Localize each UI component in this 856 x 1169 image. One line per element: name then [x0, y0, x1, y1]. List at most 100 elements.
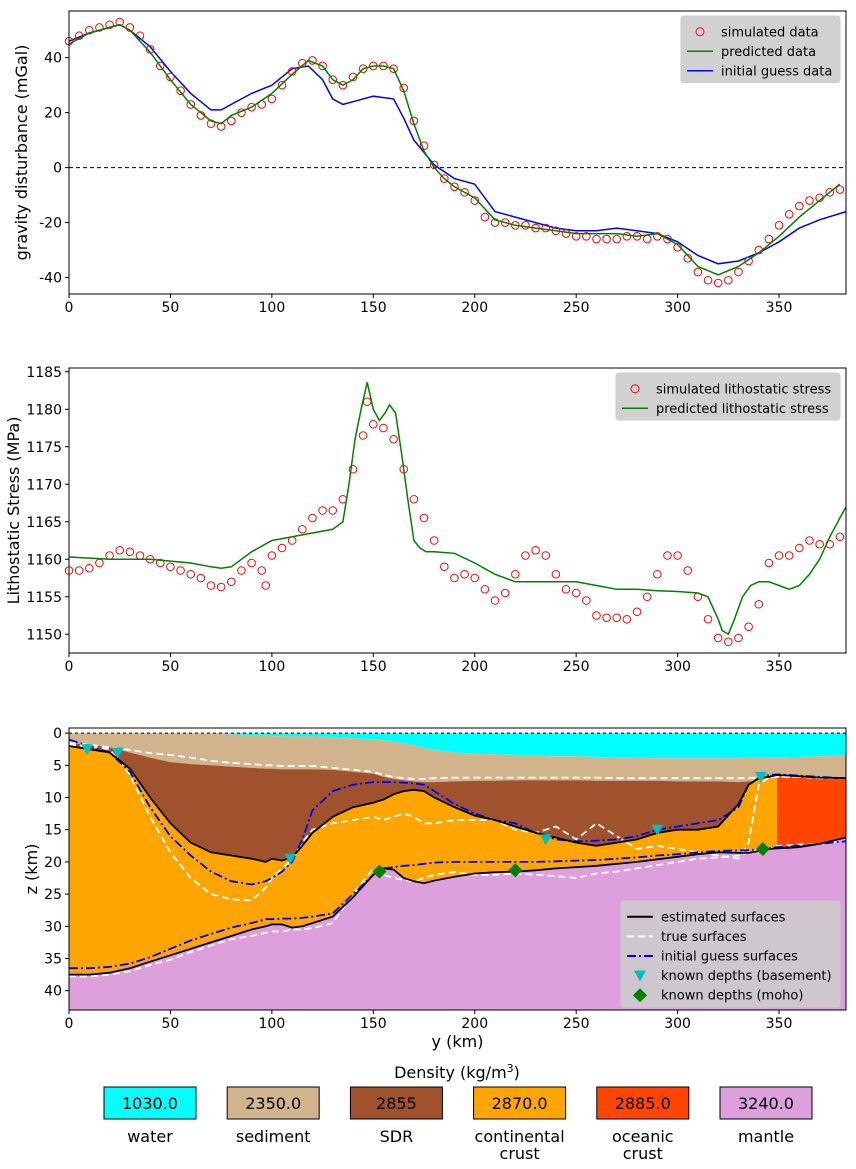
- x-tick-label: 150: [360, 300, 387, 316]
- simulated-stress-point: [764, 558, 774, 568]
- x-tick-label: 0: [65, 659, 74, 675]
- simulated-data-point: [470, 196, 480, 205]
- x-tick-label: 50: [162, 659, 180, 675]
- simulated-stress-point: [622, 614, 632, 624]
- simulated-stress-point: [105, 551, 114, 560]
- y-tick-label: 1180: [26, 402, 62, 418]
- simulated-data-point: [703, 275, 713, 285]
- legend-label: initial guess surfaces: [661, 950, 798, 965]
- x-tick-label: 0: [65, 1016, 74, 1032]
- simulated-stress-point: [267, 551, 277, 560]
- density-swatch: [103, 1086, 197, 1120]
- plot-frame: [68, 727, 847, 1011]
- simulated-stress-point: [84, 563, 94, 573]
- simulated-data-point: [541, 223, 551, 233]
- estimated-basement-surface: [69, 745, 846, 863]
- y-tick-label: -40: [39, 271, 62, 287]
- simulated-stress-point: [318, 506, 327, 515]
- simulated-data-point: [764, 234, 774, 244]
- simulated-stress-point: [703, 614, 713, 624]
- simulated-data-point: [642, 234, 652, 244]
- predicted-stress-line: [68, 382, 847, 636]
- y-tick-label: 30: [44, 919, 62, 935]
- y-axis-label: Lithostatic Stress (MPa): [4, 417, 23, 605]
- simulated-data-point: [389, 64, 398, 73]
- density-value: 3240.0: [738, 1094, 794, 1113]
- simulated-stress-point: [673, 551, 682, 560]
- y-tick-label: 1175: [26, 440, 62, 456]
- x-tick-label: 100: [259, 300, 286, 316]
- legend-label: simulated data: [721, 25, 819, 40]
- simulated-data-point: [338, 80, 348, 90]
- known-basement-depth-marker: [284, 853, 297, 865]
- density-swatch: [226, 1086, 320, 1120]
- simulated-data-point: [216, 122, 226, 131]
- simulated-stress-point: [612, 613, 622, 623]
- legend-label: simulated lithostatic stress: [656, 382, 831, 397]
- y-tick-label: 15: [44, 823, 62, 839]
- simulated-stress-point: [237, 566, 246, 575]
- legend-box: [615, 372, 841, 421]
- legend-marker: [695, 27, 705, 37]
- simulated-data-point: [795, 201, 804, 211]
- x-tick-label: 250: [563, 300, 590, 316]
- y-tick-label: 0: [53, 161, 62, 177]
- simulated-data-point: [602, 234, 611, 244]
- simulated-stress-point: [206, 581, 216, 590]
- legend-box: [620, 900, 841, 1008]
- y-tick-label: 20: [44, 106, 62, 122]
- y-tick-label: 1150: [26, 627, 62, 643]
- x-tick-label: 300: [664, 659, 691, 675]
- density-value: 2855: [376, 1094, 417, 1113]
- density-swatch: [473, 1086, 567, 1120]
- y-tick-label: 35: [44, 951, 62, 967]
- simulated-data-point: [328, 75, 338, 84]
- density-layer-label: crust: [500, 1144, 540, 1163]
- x-axis-label: y (km): [432, 1032, 484, 1051]
- simulated-stress-point: [835, 532, 845, 542]
- density-layer-label: sediment: [236, 1127, 311, 1146]
- legend-label: estimated surfaces: [661, 910, 786, 925]
- cross-section-panel: 0 50 100 150 200 250 300 350 0 5 10 15 20 25 30 35 40 z (…: [22, 726, 847, 1051]
- simulated-stress-point: [257, 566, 267, 575]
- simulated-stress-point: [389, 434, 398, 444]
- simulated-data-point: [612, 234, 622, 244]
- simulated-data-point: [500, 218, 510, 227]
- simulated-stress-point: [247, 558, 256, 568]
- x-tick-label: 250: [563, 659, 590, 675]
- simulated-stress-point: [261, 581, 271, 590]
- simulated-stress-point: [582, 596, 591, 605]
- density-swatch: [596, 1086, 690, 1120]
- y-tick-label: 1160: [26, 552, 62, 568]
- density-legend-title-sup: 3: [507, 1062, 514, 1075]
- simulated-stress-point: [632, 607, 642, 617]
- simulated-stress-point: [724, 637, 733, 647]
- legend-label: predicted lithostatic stress: [656, 402, 829, 417]
- known-basement-depth-marker: [539, 834, 552, 846]
- x-tick-label: 150: [360, 659, 387, 675]
- x-tick-label: 250: [563, 1016, 590, 1032]
- simulated-stress-point: [490, 596, 500, 605]
- simulated-stress-point: [176, 566, 185, 575]
- simulated-data-point: [267, 94, 277, 104]
- y-axis-label: gravity disturbance (mGal): [12, 45, 31, 261]
- y-tick-label: 25: [44, 887, 62, 903]
- density-layer-label: mantle: [738, 1127, 794, 1146]
- simulated-stress-point: [440, 562, 449, 572]
- simulated-stress-point: [125, 547, 135, 557]
- legend-marker: [633, 988, 647, 1003]
- known-basement-depth-marker: [111, 747, 124, 759]
- y-tick-label: 20: [44, 855, 62, 871]
- x-tick-label: 50: [162, 1016, 180, 1032]
- simulated-stress-point: [571, 588, 581, 598]
- legend-label: initial guess data: [721, 64, 832, 79]
- simulated-data-point: [206, 119, 216, 128]
- simulated-stress-point: [409, 494, 419, 504]
- legend-box: [680, 15, 841, 83]
- density-layer-label: water: [127, 1127, 173, 1146]
- simulated-stress-point: [663, 551, 672, 560]
- simulated-stress-point: [74, 566, 84, 575]
- legend-label: true surfaces: [661, 930, 747, 945]
- simulated-data-point: [805, 196, 814, 205]
